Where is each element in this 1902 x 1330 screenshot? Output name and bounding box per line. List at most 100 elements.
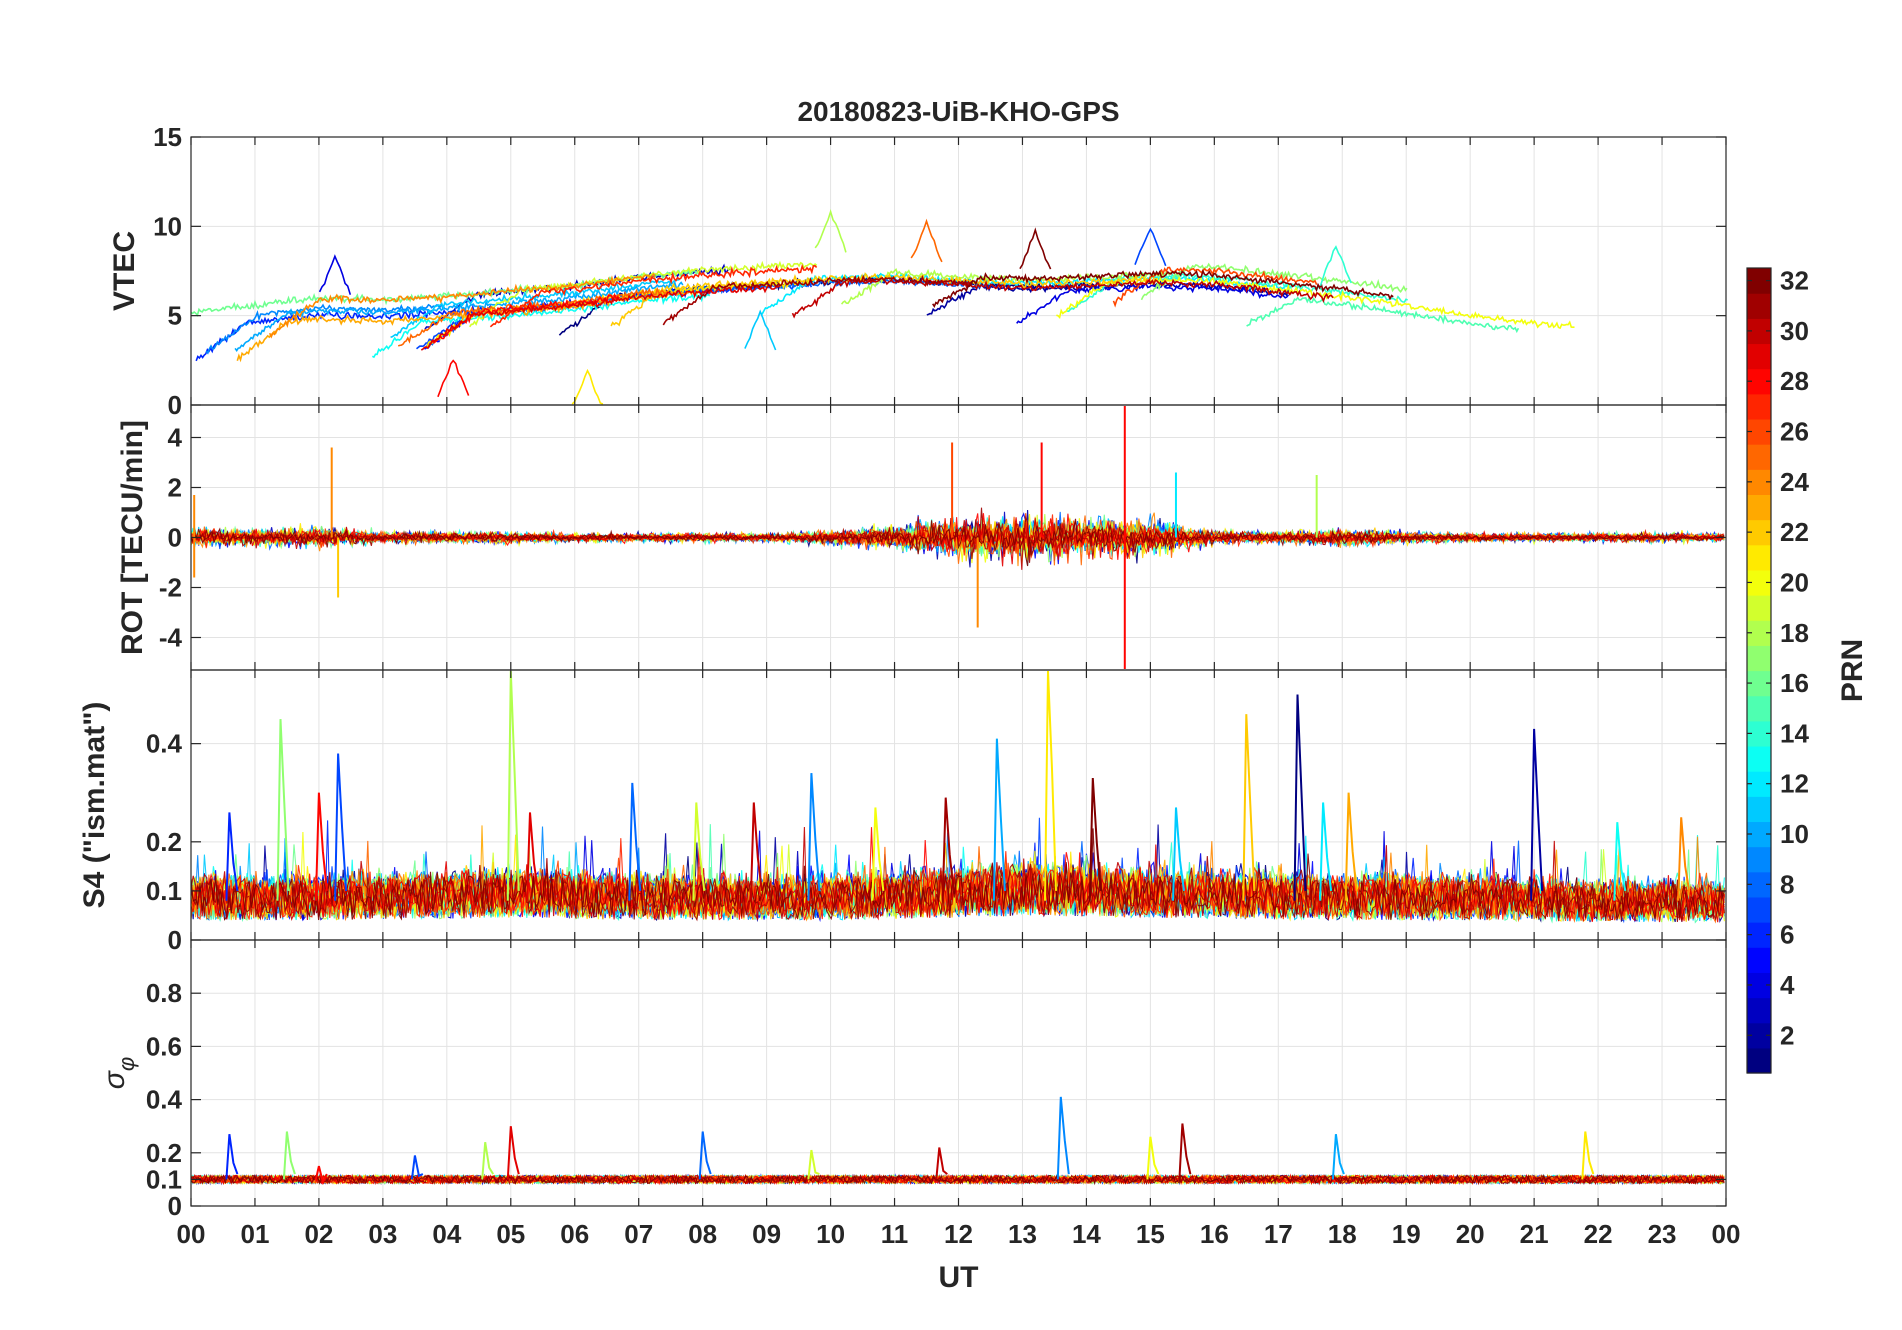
series-prn-26 (1112, 266, 1318, 308)
series-prn-32 (932, 268, 1394, 308)
series-prn-27 (489, 263, 818, 328)
vtec-highlight (814, 208, 847, 253)
x-axis-tick-labels: 00 01 02 03 04 05 06 07 08 09 10 11 12 13 14 15 16 17 18 19… (177, 1219, 1741, 1249)
series-prn-20 (1056, 275, 1575, 330)
sigma-phi-spike (506, 1126, 520, 1180)
series-prn-4 (1016, 281, 1290, 324)
x-tick-label: 08 (688, 1219, 717, 1249)
sigma-phi-spike (225, 1134, 239, 1180)
sigma-phi-spike (314, 1165, 328, 1185)
series-prn-11 (390, 278, 681, 338)
colorbar-tick-label: 30 (1780, 316, 1809, 346)
s4-spike (334, 753, 348, 901)
x-tick-label: 05 (496, 1219, 525, 1249)
colorbar-swatch (1747, 796, 1771, 823)
y-tick-label: 0 (168, 390, 182, 420)
x-tick-label: 18 (1328, 1219, 1357, 1249)
y-axis-label: ROT [TECU/min] (116, 420, 149, 655)
y-tick-label: 0 (168, 523, 182, 553)
y-tick-label: 0 (168, 925, 182, 955)
y-axis-label-subscript: φ (114, 1057, 139, 1071)
colorbar-tick-label: 28 (1780, 366, 1809, 396)
s4-spike (314, 792, 328, 901)
colorbar-tick-label: 18 (1780, 618, 1809, 648)
colorbar-swatch (1747, 595, 1771, 621)
x-tick-label: 07 (624, 1219, 653, 1249)
series-prn-28 (191, 827, 1725, 922)
y-axis-label-symbol: σ (98, 1069, 131, 1089)
vtec-panel: 0 5 10 15 VTEC (108, 122, 1727, 420)
y-axis-label: S4 ("ism.mat") (78, 702, 111, 909)
y-axis-label: VTEC (108, 231, 141, 311)
colorbar-swatch (1747, 695, 1771, 722)
y-tick-label: 10 (153, 211, 182, 241)
series-prn-32 (191, 828, 1725, 921)
sigma-phi-spike (1178, 1123, 1192, 1180)
y-tick-label: 0.6 (146, 1031, 182, 1061)
s4-spike (992, 738, 1006, 901)
sigma-phi-spike (1146, 1136, 1160, 1180)
x-tick-label: 10 (816, 1219, 845, 1249)
y-tick-label: 0 (168, 1191, 182, 1221)
x-tick-label: 23 (1648, 1219, 1677, 1249)
y-tick-label: 15 (153, 122, 182, 152)
tick-marks (190, 136, 1727, 406)
s4-spike (749, 802, 763, 901)
y-tick-label: 0.4 (146, 1085, 183, 1115)
colorbar-tick-label: 20 (1780, 567, 1809, 597)
colorbar-tick-label: 14 (1780, 718, 1809, 748)
x-tick-label: 09 (752, 1219, 781, 1249)
sigma-phi-panel: 00.10.2 0.4 0.6 0.8 σφ (98, 939, 1727, 1221)
x-tick-label: 16 (1200, 1219, 1229, 1249)
colorbar-swatch (1747, 293, 1771, 319)
x-axis-label: UT (939, 1261, 979, 1294)
colorbar-swatch (1747, 1047, 1771, 1074)
s4-spike (1242, 714, 1256, 901)
colorbar-tick-label: 4 (1780, 970, 1795, 1000)
series-prn-30 (191, 826, 1725, 922)
series-prn-31 (662, 274, 973, 326)
colorbar-swatch (1747, 645, 1771, 672)
series-prn-32 (191, 1173, 1725, 1186)
s4-spike (1319, 802, 1333, 901)
tick-marks (190, 940, 1727, 1207)
colorbar-swatch (1747, 947, 1771, 973)
colorbar-swatch (1747, 896, 1771, 923)
figure-title: 20180823-UiB-KHO-GPS (797, 96, 1119, 127)
x-tick-label: 03 (368, 1219, 397, 1249)
vtec-highlight (910, 218, 943, 263)
colorbar-tick-label: 22 (1780, 517, 1809, 547)
colorbar-swatch (1747, 745, 1771, 772)
s4-spike (628, 782, 642, 901)
y-tick-label: 0.8 (146, 978, 182, 1008)
x-tick-label: 02 (304, 1219, 333, 1249)
colorbar-swatch (1747, 343, 1771, 370)
vtec-highlight (1134, 227, 1167, 267)
x-tick-label: 17 (1264, 1219, 1293, 1249)
series-prn-13 (371, 291, 711, 359)
s4-spike (1172, 807, 1185, 901)
vtec-highlight (1319, 245, 1352, 287)
series-prn-14 (1067, 269, 1408, 313)
x-tick-label: 22 (1584, 1219, 1613, 1249)
s4-spike (1613, 822, 1627, 901)
s4-spike (276, 719, 290, 901)
x-tick-label: 15 (1136, 1219, 1165, 1249)
series-group (191, 670, 1725, 924)
s4-spike (941, 797, 955, 901)
series-prn-27 (191, 838, 1725, 922)
series-group (191, 208, 1575, 405)
colorbar-label: PRN (1836, 639, 1869, 702)
colorbar-tick-label: 12 (1780, 769, 1809, 799)
s4-spike (1088, 777, 1102, 901)
colorbar-tick-label: 32 (1780, 266, 1809, 296)
y-tick-label: 2 (168, 473, 182, 503)
y-tick-label: 5 (168, 301, 182, 331)
colorbar-swatch (1747, 544, 1771, 571)
vtec-highlight (1019, 227, 1052, 270)
colorbar-swatch (1747, 444, 1771, 470)
x-tick-label: 14 (1072, 1219, 1101, 1249)
colorbar-tick-label: 26 (1780, 417, 1809, 447)
